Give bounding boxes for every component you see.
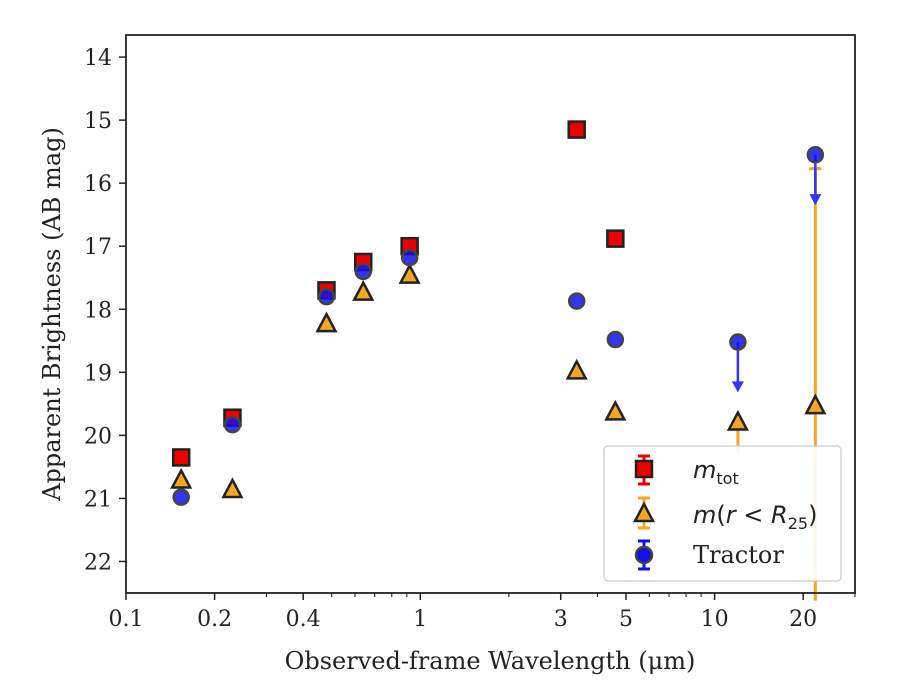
legend-label-tractor: Tractor [693, 541, 784, 569]
x-tick-label: 1 [413, 607, 427, 632]
plot-content [170, 120, 827, 601]
legend-label-m-r25: m(r < R25) [693, 501, 817, 533]
x-axis-title: Observed-frame Wavelength (μm) [285, 647, 696, 675]
legend: mtot m(r < R25) Tractor [603, 445, 842, 582]
tractor-point [354, 262, 373, 281]
m-tot-point [567, 120, 586, 139]
y-tick-label: 17 [84, 235, 112, 260]
legend-entry-m-tot: mtot [634, 454, 739, 488]
m-r25-point [804, 393, 827, 415]
tractor-point [400, 248, 419, 267]
x-tick-label: 0.2 [197, 607, 232, 632]
m-r25-point [604, 399, 627, 421]
y-tick-label: 20 [84, 424, 112, 449]
m-tot-point [606, 229, 625, 248]
m-r25-point [170, 467, 193, 489]
y-tick-label: 15 [84, 109, 112, 134]
tractor-point [172, 488, 190, 506]
x-axis: 0.1 0.2 0.4 1 3 5 10 20 [109, 593, 856, 632]
tractor-point [567, 292, 586, 310]
legend-triangle-marker [632, 501, 656, 523]
legend-box [603, 445, 842, 582]
x-tick-label: 0.4 [286, 607, 321, 632]
y-tick-label: 18 [84, 298, 112, 323]
tractor-point [223, 415, 242, 434]
x-tick-label: 5 [619, 607, 633, 632]
m-r25-point [315, 311, 338, 333]
y-tick-label: 22 [84, 550, 112, 575]
legend-entry-m-r25: m(r < R25) [632, 496, 817, 533]
x-tick-label: 3 [554, 607, 568, 632]
upper-limit-arrowhead [809, 194, 822, 206]
legend-entry-tractor: Tractor [634, 539, 784, 571]
tractor-point [729, 333, 747, 351]
y-axis: 14 15 16 17 18 19 20 21 22 [84, 46, 126, 575]
x-tick-label: 20 [789, 607, 817, 632]
m-tot-point [171, 448, 191, 467]
m-r25-point [398, 262, 421, 284]
plot-frame [125, 34, 856, 594]
m-r25-point [221, 477, 244, 499]
tractor-point [606, 330, 625, 349]
legend-circle-marker [634, 545, 654, 565]
tractor-point [806, 146, 825, 164]
legend-label-m-tot: mtot [693, 456, 739, 488]
m-r25-point [565, 358, 588, 380]
upper-limit-arrowhead [731, 381, 744, 393]
legend-square-marker [634, 459, 654, 479]
y-tick-label: 21 [84, 487, 112, 512]
y-tick-label: 19 [84, 361, 112, 386]
tractor-point [317, 287, 336, 306]
y-axis-title: Apparent Brightness (AB mag) [38, 127, 66, 502]
m-r25-point [726, 409, 749, 431]
m-r25-point [352, 279, 375, 301]
x-tick-label: 10 [701, 607, 729, 632]
y-tick-label: 16 [84, 172, 112, 197]
x-tick-label: 0.1 [109, 607, 144, 632]
y-tick-label: 14 [84, 46, 112, 71]
